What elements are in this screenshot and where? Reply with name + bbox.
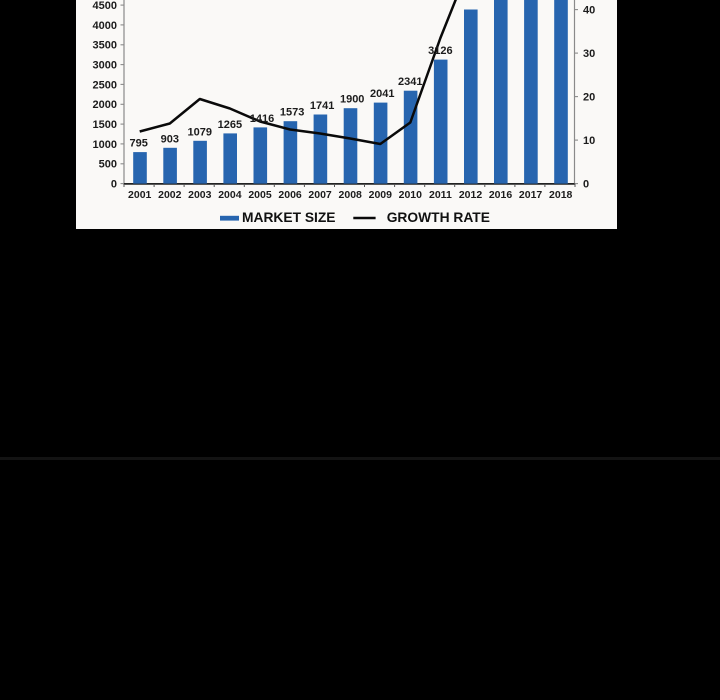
svg-text:2018: 2018: [549, 189, 573, 201]
svg-text:795: 795: [130, 138, 148, 150]
svg-text:40: 40: [583, 5, 595, 17]
svg-text:20: 20: [583, 92, 595, 104]
svg-text:0: 0: [111, 179, 117, 191]
svg-text:2005: 2005: [248, 189, 272, 201]
svg-text:30: 30: [583, 48, 595, 60]
svg-text:0: 0: [583, 179, 589, 191]
svg-text:2011: 2011: [429, 189, 452, 201]
svg-text:2009: 2009: [369, 189, 393, 201]
svg-text:2004: 2004: [218, 189, 242, 201]
svg-text:2010: 2010: [399, 189, 423, 201]
svg-text:4000: 4000: [93, 20, 117, 32]
svg-text:2500: 2500: [93, 79, 117, 91]
svg-text:1500: 1500: [93, 119, 117, 131]
svg-text:2003: 2003: [188, 189, 212, 201]
svg-text:1573: 1573: [280, 107, 304, 119]
svg-text:2017: 2017: [519, 189, 543, 201]
svg-text:4500: 4500: [93, 0, 117, 12]
svg-text:2016: 2016: [489, 189, 513, 201]
svg-text:1265: 1265: [218, 119, 242, 131]
svg-text:10: 10: [583, 135, 595, 147]
svg-text:1741: 1741: [310, 100, 334, 112]
svg-text:3000: 3000: [93, 60, 117, 72]
svg-text:1900: 1900: [340, 94, 364, 106]
svg-text:2001: 2001: [128, 189, 152, 201]
svg-text:1079: 1079: [188, 126, 212, 138]
svg-text:903: 903: [161, 133, 179, 145]
svg-text:3126: 3126: [428, 45, 452, 57]
svg-text:500: 500: [99, 159, 117, 171]
svg-text:2341: 2341: [398, 76, 422, 88]
svg-text:GROWTH RATE: GROWTH RATE: [387, 210, 490, 225]
svg-text:2008: 2008: [339, 189, 363, 201]
svg-text:2007: 2007: [308, 189, 332, 201]
svg-text:1000: 1000: [93, 139, 117, 151]
svg-text:2012: 2012: [459, 189, 483, 201]
svg-text:MARKET SIZE: MARKET SIZE: [242, 210, 336, 225]
svg-text:3500: 3500: [93, 40, 117, 52]
svg-text:2041: 2041: [370, 88, 394, 100]
svg-text:2002: 2002: [158, 189, 182, 201]
svg-text:2000: 2000: [93, 99, 117, 111]
svg-text:1416: 1416: [250, 113, 274, 125]
svg-text:2006: 2006: [278, 189, 302, 201]
